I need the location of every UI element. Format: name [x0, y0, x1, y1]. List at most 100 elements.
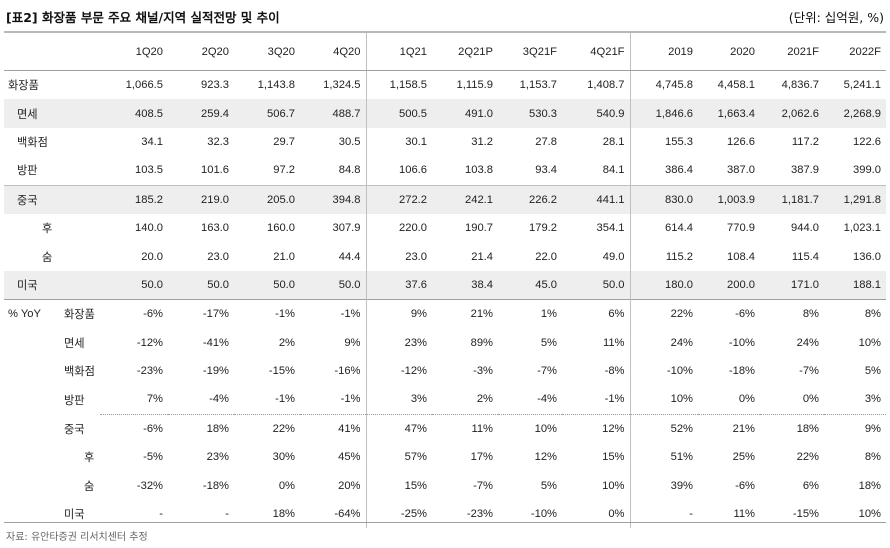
table-cell: 5% [864, 365, 881, 378]
table-cell: 386.4 [665, 164, 693, 177]
row-label: 면세 [4, 99, 100, 128]
row-label: 백화점 [64, 366, 95, 379]
table-cell: 49.0 [562, 242, 631, 271]
table-cell: 1,153.7 [519, 79, 557, 92]
table-header: [표2] 화장품 부문 주요 채널/지역 실적전망 및 추이 (단위: 십억원,… [6, 4, 884, 28]
table-cell: 21.4 [471, 250, 493, 263]
yoy-row: % YoY 화장품 -6% -17% -1% -1% 9% 21% 1% 6% 22% -6% 8% 8% [4, 299, 886, 329]
table-cell: - [159, 508, 163, 521]
table-cell: -1% [300, 299, 367, 329]
table-cell: 2% [278, 336, 295, 349]
table-cell: 614.4 [665, 222, 693, 235]
table-cell: 23.0 [405, 250, 427, 263]
table-cell: 488.7 [300, 99, 367, 128]
table-cell: 21% [432, 299, 498, 329]
table-cell: 30% [272, 451, 295, 464]
table-cell: 540.9 [562, 99, 631, 128]
unit-label: (단위: 십억원, %) [788, 9, 884, 25]
col-header: 3Q20 [234, 33, 300, 71]
table-cell: 1,066.5 [125, 79, 163, 92]
table-body: 화장품 1,066.5 923.3 1,143.8 1,324.5 1,158.5 1,11… [4, 70, 886, 529]
table-cell: 15% [562, 443, 631, 472]
yoy-row: 미국 - - 18% -64% -25% -23% -10% 0% - 11% -15% 10% [4, 499, 886, 529]
table-cell: 32.3 [207, 135, 229, 148]
table-cell: 0% [802, 393, 819, 406]
table-cell: 3% [864, 393, 881, 406]
col-header: 2021F [760, 33, 824, 71]
table-cell: 37.6 [366, 270, 432, 300]
table-cell: 115.4 [791, 250, 819, 263]
table-cell: 0% [278, 479, 295, 492]
table-cell: 830.0 [630, 184, 698, 214]
row-label: 방판 [64, 394, 85, 407]
yoy-row: 방판 7% -4% -1% -1% 3% 2% -4% -1% 10% 0% 0% 3% [4, 385, 886, 415]
table-cell: 115.2 [665, 250, 693, 263]
table-cell: 50.0 [234, 270, 300, 300]
table-cell: 387.9 [791, 164, 819, 177]
yoy-label-cell: 후 [4, 443, 100, 471]
table-row: 후 140.0 163.0 160.0 307.9 220.0 190.7 179.2 354.… [4, 213, 886, 243]
table-cell: -1% [300, 385, 367, 415]
table-cell: 0% [562, 499, 631, 529]
yoy-row: 백화점 -23% -19% -15% -16% -12% -3% -7% -8% -10% -18%… [4, 356, 886, 386]
table-cell: 122.6 [853, 135, 881, 148]
table-cell: 18% [760, 413, 824, 444]
table-cell: 242.1 [432, 184, 498, 214]
table-cell: 17% [470, 451, 493, 464]
row-label: 백화점 [17, 136, 48, 149]
table-cell: 160.0 [267, 222, 295, 235]
row-label: 면세 [64, 337, 85, 350]
table-cell: 45.0 [498, 270, 562, 300]
table-cell: 220.0 [399, 222, 427, 235]
table-cell: -15% [268, 365, 295, 378]
table-cell: 180.0 [630, 270, 698, 300]
col-header: 2020 [698, 33, 760, 71]
table-cell: 272.2 [366, 184, 432, 214]
table-cell: -10% [666, 365, 693, 378]
col-header: 1Q21 [366, 33, 432, 71]
table-cell: 25% [732, 451, 755, 464]
top-rule [4, 31, 886, 33]
table-cell: 219.0 [168, 184, 234, 214]
row-label: 숨 [42, 251, 53, 264]
table-cell: 57% [404, 451, 427, 464]
table-cell: 30.1 [405, 135, 427, 148]
yoy-label-cell: 숨 [4, 471, 100, 499]
table-cell: -6% [735, 479, 755, 492]
table-cell: -16% [300, 356, 367, 386]
col-header: 1Q20 [100, 33, 168, 71]
row-label: 미국 [4, 270, 100, 300]
table-cell: 200.0 [698, 270, 760, 300]
table-cell: 106.6 [399, 164, 427, 177]
table-cell: -32% [136, 479, 163, 492]
table-cell: 117.2 [791, 135, 819, 148]
table-cell: 34.1 [141, 135, 163, 148]
bottom-rule [4, 522, 886, 523]
table-cell: -12% [136, 336, 163, 349]
table-cell: 1,115.9 [456, 79, 494, 92]
table-cell: 101.6 [201, 164, 229, 177]
table-cell: -7% [473, 479, 493, 492]
table-cell: -5% [143, 451, 163, 464]
header-corner [4, 33, 100, 71]
row-label: 미국 [64, 509, 85, 522]
row-label: 후 [84, 452, 95, 465]
yoy-label-cell: 백화점 [4, 357, 100, 385]
table-cell: 136.0 [853, 250, 881, 263]
table-cell: 1,291.8 [824, 184, 886, 214]
table-cell: 18% [272, 508, 295, 521]
table-cell: 6% [802, 479, 819, 492]
table-cell: -1% [275, 393, 295, 406]
table-cell: 394.8 [300, 184, 367, 214]
table-cell: 103.8 [465, 164, 493, 177]
table-cell: 11% [562, 328, 631, 357]
table-cell: 1,408.7 [562, 70, 631, 100]
table-cell: 12% [534, 451, 557, 464]
table-cell: -10% [728, 336, 755, 349]
table-cell: 491.0 [432, 99, 498, 128]
table-cell: 20.0 [141, 250, 163, 263]
table-cell: 24% [796, 336, 819, 349]
table-cell: 50.0 [100, 270, 168, 300]
table-cell: 89% [470, 336, 493, 349]
table-cell: 259.4 [168, 99, 234, 128]
